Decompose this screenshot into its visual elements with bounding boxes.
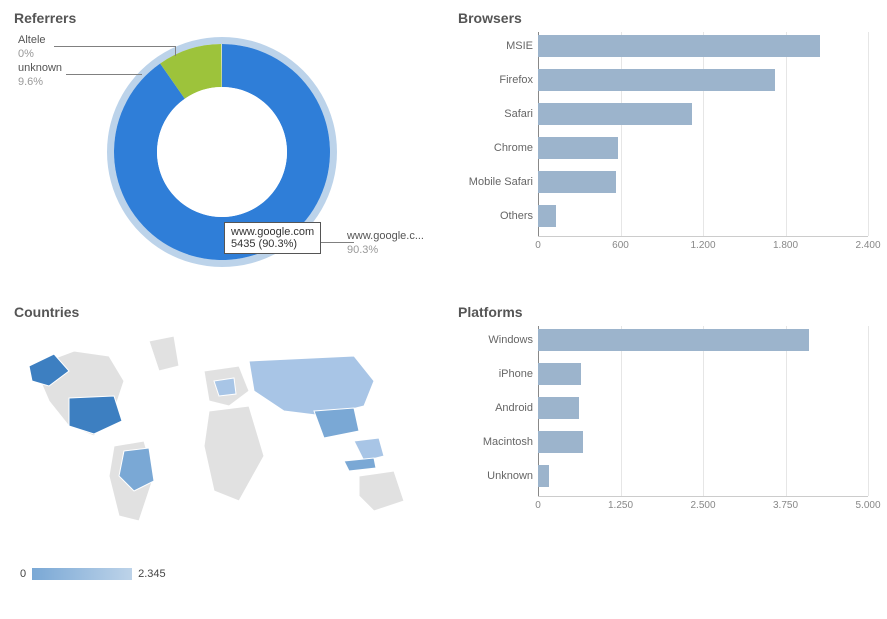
- legend-gradient: [32, 568, 132, 580]
- axis-tick: 0: [535, 240, 541, 251]
- axis-tick: 1.200: [690, 240, 715, 251]
- callout-google-label: www.google.c...: [347, 230, 424, 244]
- bar-row: Windows: [538, 326, 864, 354]
- bar-fill: [538, 465, 549, 487]
- bar-row: Mobile Safari: [538, 168, 864, 196]
- bar-row: MSIE: [538, 32, 864, 60]
- bar-fill: [538, 171, 616, 193]
- bar-label: MSIE: [458, 40, 533, 52]
- world-map-svg: [14, 326, 424, 556]
- referrers-title: Referrers: [14, 10, 430, 26]
- platforms-panel: Platforms Windows iPhone Android Macintosh U…: [446, 296, 886, 616]
- bar-row: Android: [538, 394, 864, 422]
- bar-fill: [538, 431, 583, 453]
- bar-fill: [538, 35, 820, 57]
- callout-google: www.google.c... 90.3%: [347, 230, 424, 258]
- browsers-panel: Browsers MSIE Firefox Safari Chrome Mobile S…: [446, 2, 886, 292]
- bar-row: Unknown: [538, 462, 864, 490]
- tooltip-line2: 5435 (90.3%): [231, 238, 314, 250]
- callout-unknown-value: 9.6%: [18, 76, 62, 90]
- bar-label: Mobile Safari: [458, 176, 533, 188]
- bar-label: Safari: [458, 108, 533, 120]
- callout-unknown: unknown 9.6%: [18, 62, 62, 90]
- bar-fill: [538, 329, 809, 351]
- countries-panel: Countries: [2, 296, 442, 616]
- axis-tick: 5.000: [855, 500, 880, 511]
- callout-leader-altele: [175, 46, 176, 56]
- tooltip-line1: www.google.com: [231, 226, 314, 238]
- axis-tick: 1.250: [608, 500, 633, 511]
- callout-altele: Altele 0%: [18, 34, 46, 62]
- axis-tick: 2.500: [690, 500, 715, 511]
- bar-fill: [538, 363, 581, 385]
- bar-fill: [538, 137, 618, 159]
- callout-line-unknown: [66, 74, 142, 75]
- callout-altele-value: 0%: [18, 48, 46, 62]
- bar-row: Others: [538, 202, 864, 230]
- browsers-title: Browsers: [458, 10, 874, 26]
- world-map: 0 2.345: [14, 326, 430, 586]
- bar-label: Macintosh: [458, 436, 533, 448]
- countries-title: Countries: [14, 304, 430, 320]
- bar-fill: [538, 103, 692, 125]
- bar-label: iPhone: [458, 368, 533, 380]
- platforms-title: Platforms: [458, 304, 874, 320]
- callout-google-value: 90.3%: [347, 244, 424, 258]
- bar-label: Android: [458, 402, 533, 414]
- bar-row: Firefox: [538, 66, 864, 94]
- browsers-chart: MSIE Firefox Safari Chrome Mobile Safari Othe…: [458, 32, 874, 262]
- callout-unknown-label: unknown: [18, 62, 62, 76]
- bar-label: Others: [458, 210, 533, 222]
- bar-fill: [538, 69, 775, 91]
- bar-row: Macintosh: [538, 428, 864, 456]
- axis-tick: 3.750: [773, 500, 798, 511]
- referrers-panel: Referrers Altele 0% unknown 9.6% www.goo…: [2, 2, 442, 292]
- bar-label: Firefox: [458, 74, 533, 86]
- callout-altele-label: Altele: [18, 34, 46, 48]
- bar-label: Chrome: [458, 142, 533, 154]
- map-legend: 0 2.345: [20, 568, 166, 580]
- legend-min: 0: [20, 568, 26, 580]
- axis-tick: 0: [535, 500, 541, 511]
- axis-tick: 600: [612, 240, 629, 251]
- bar-label: Windows: [458, 334, 533, 346]
- legend-max: 2.345: [138, 568, 166, 580]
- axis-tick: 1.800: [773, 240, 798, 251]
- bar-label: Unknown: [458, 470, 533, 482]
- bar-row: Chrome: [538, 134, 864, 162]
- platforms-chart: Windows iPhone Android Macintosh Unknown 0 1.2…: [458, 326, 874, 556]
- axis-tick: 2.400: [855, 240, 880, 251]
- referrers-donut: Altele 0% unknown 9.6% www.google.c... 9…: [14, 32, 430, 272]
- bar-row: Safari: [538, 100, 864, 128]
- callout-line-altele: [54, 46, 176, 47]
- bar-row: iPhone: [538, 360, 864, 388]
- bar-fill: [538, 397, 579, 419]
- donut-tooltip: www.google.com 5435 (90.3%): [224, 222, 321, 254]
- bar-fill: [538, 205, 556, 227]
